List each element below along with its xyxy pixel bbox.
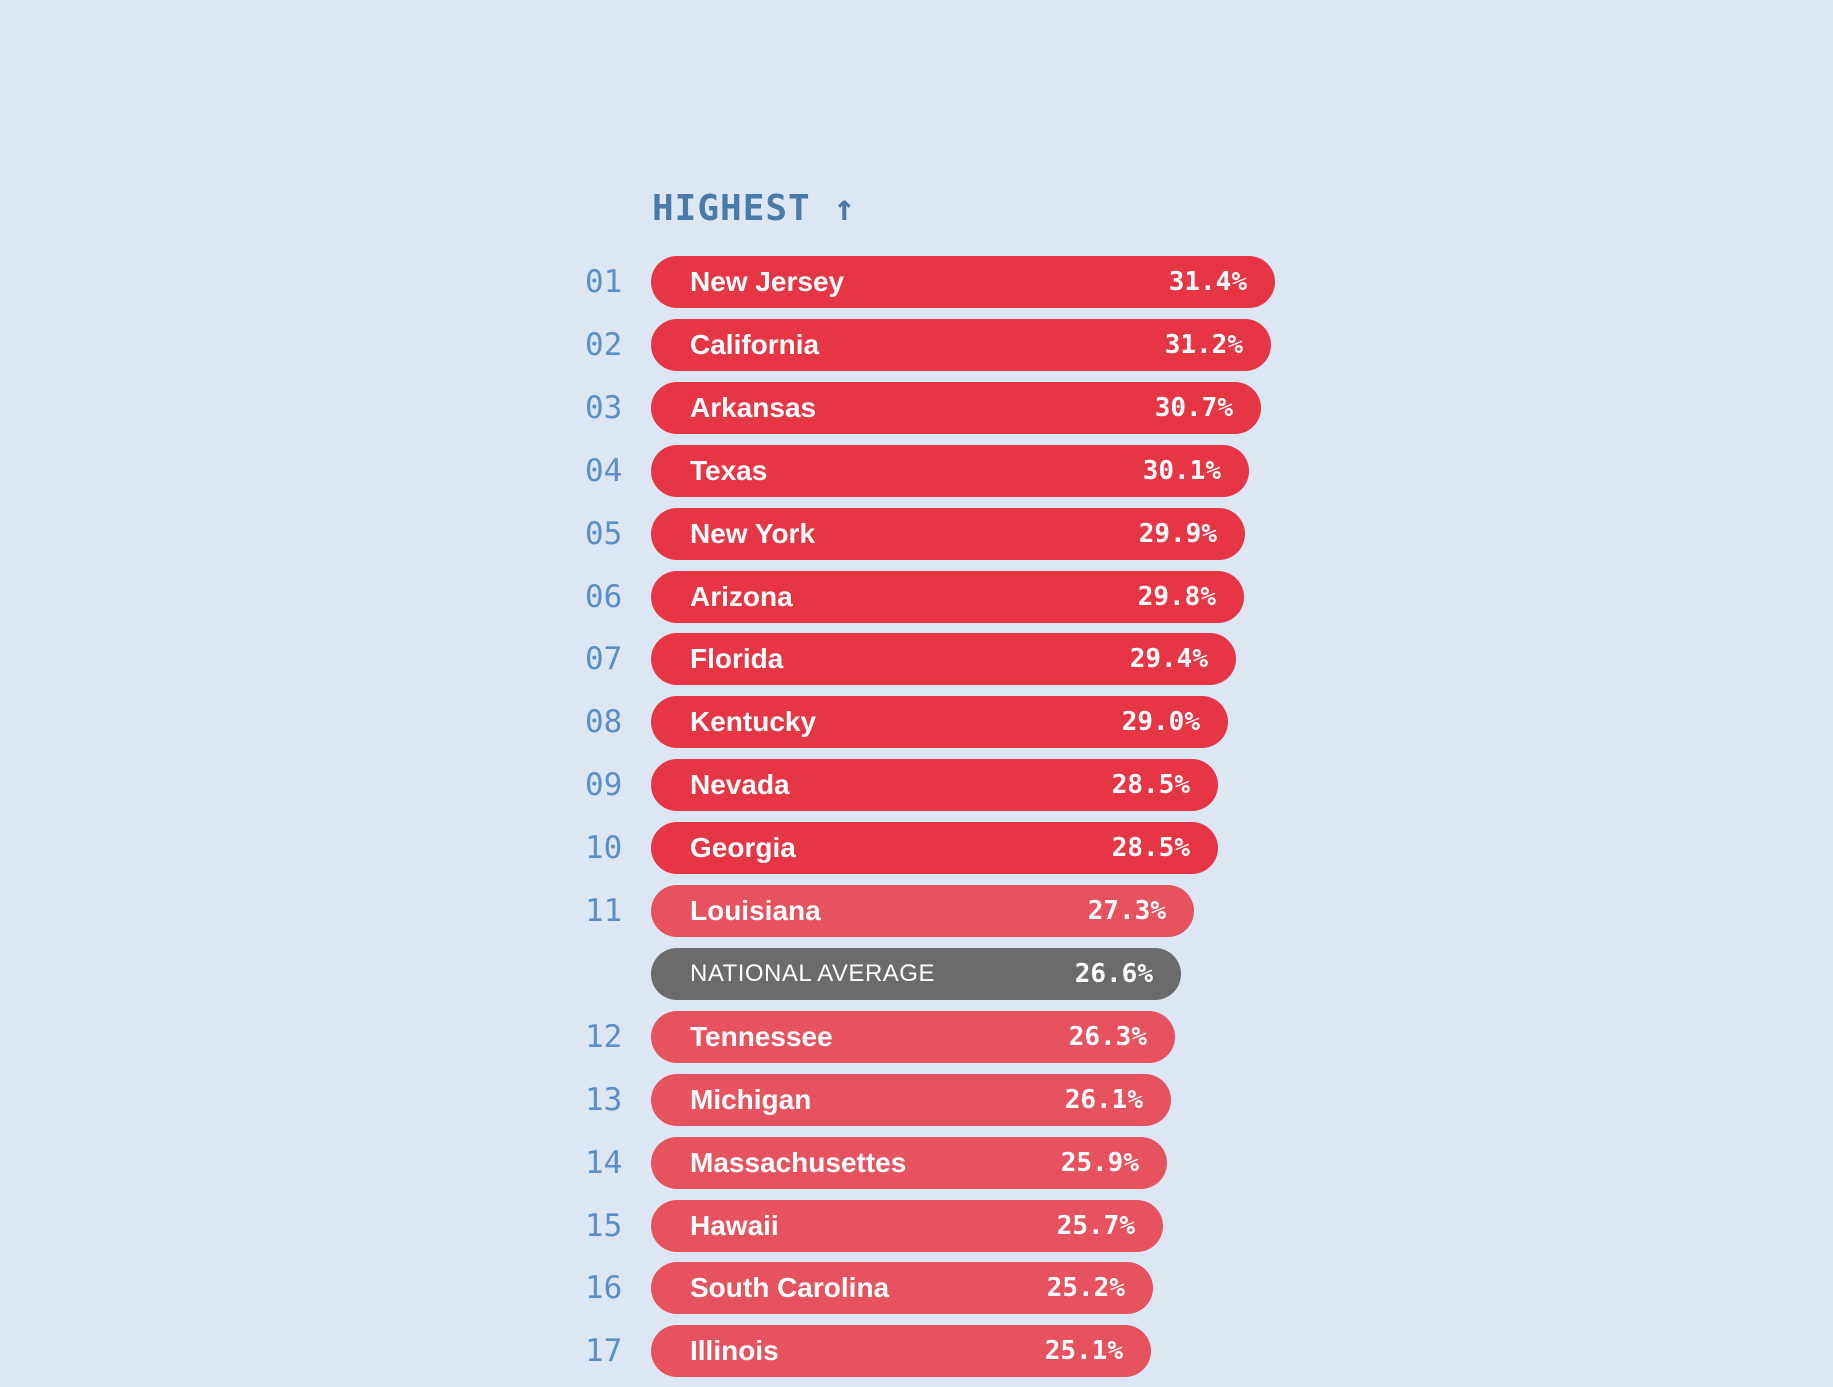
rank-label: 11 xyxy=(585,893,623,929)
bar-category-label: Nevada xyxy=(690,769,790,800)
bar-row: 05 New York 29.9% xyxy=(0,508,1833,560)
bar: Louisiana 27.3% xyxy=(651,885,1194,937)
bar-value-label: 28.5% xyxy=(1111,833,1190,863)
bar: California 31.2% xyxy=(651,319,1271,371)
bar-value-label: 30.1% xyxy=(1142,456,1221,486)
bar-row: 08 Kentucky 29.0% xyxy=(0,696,1833,748)
bar-category-label: Kentucky xyxy=(690,706,817,737)
average-bar: NATIONAL AVERAGE 26.6% xyxy=(651,948,1181,1000)
rank-label: 10 xyxy=(585,830,623,866)
bar-row: 14 Massachusettes 25.9% xyxy=(0,1137,1833,1189)
bar-category-label: Arizona xyxy=(690,581,793,612)
bar-value-label: 30.7% xyxy=(1154,393,1233,423)
bar-category-label: Arkansas xyxy=(690,392,817,423)
bar-value-label: 26.3% xyxy=(1068,1022,1147,1052)
bar-row: 15 Hawaii 25.7% xyxy=(0,1200,1833,1252)
rank-label: 15 xyxy=(585,1208,623,1244)
bar-value-label: 25.2% xyxy=(1046,1273,1125,1303)
bar-category-label: California xyxy=(690,329,820,360)
bar-row: 07 Florida 29.4% xyxy=(0,633,1833,685)
bar: Tennessee 26.3% xyxy=(651,1011,1175,1063)
rank-label: 01 xyxy=(585,264,623,300)
bar-value-label: 25.1% xyxy=(1044,1336,1123,1366)
bar: New York 29.9% xyxy=(651,508,1245,560)
rank-label: 04 xyxy=(585,453,623,489)
bar-value-label: 29.0% xyxy=(1121,707,1200,737)
rank-label: 06 xyxy=(585,579,623,615)
bar: Arizona 29.8% xyxy=(651,571,1244,623)
bar-category-label: Hawaii xyxy=(690,1210,779,1241)
bar-row: 04 Texas 30.1% xyxy=(0,445,1833,497)
rank-label: 05 xyxy=(585,516,623,552)
bar: Texas 30.1% xyxy=(651,445,1249,497)
bar-row: 03 Arkansas 30.7% xyxy=(0,382,1833,434)
rank-label: 07 xyxy=(585,641,623,677)
bar-category-label: Michigan xyxy=(690,1084,812,1115)
bar: Arkansas 30.7% xyxy=(651,382,1261,434)
bar-category-label: South Carolina xyxy=(690,1272,890,1303)
bar-value-label: 27.3% xyxy=(1087,896,1166,926)
bar-value-label: 31.2% xyxy=(1164,330,1243,360)
bar-row: 16 South Carolina 25.2% xyxy=(0,1262,1833,1314)
rank-label: 12 xyxy=(585,1019,623,1055)
bar: Illinois 25.1% xyxy=(651,1325,1151,1377)
bar-category-label: Florida xyxy=(690,643,784,674)
bar-row: 12 Tennessee 26.3% xyxy=(0,1011,1833,1063)
rank-label: 08 xyxy=(585,704,623,740)
bar-value-label: 26.1% xyxy=(1064,1085,1143,1115)
bar: New Jersey 31.4% xyxy=(651,256,1275,308)
bar-row: 02 California 31.2% xyxy=(0,319,1833,371)
rank-label: 14 xyxy=(585,1145,623,1181)
bar-row: 06 Arizona 29.8% xyxy=(0,571,1833,623)
chart-heading: HIGHEST ↑ xyxy=(652,188,856,229)
bar-category-label: New York xyxy=(690,518,816,549)
bar-category-label: Illinois xyxy=(690,1335,779,1366)
bar-category-label: Texas xyxy=(690,455,768,486)
bar-category-label: NATIONAL AVERAGE xyxy=(690,960,935,987)
bar-category-label: Louisiana xyxy=(690,895,821,926)
bar: Massachusettes 25.9% xyxy=(651,1137,1167,1189)
bar-row: 13 Michigan 26.1% xyxy=(0,1074,1833,1126)
bar-category-label: Tennessee xyxy=(690,1021,833,1052)
rank-label: 09 xyxy=(585,767,623,803)
bar: Michigan 26.1% xyxy=(651,1074,1171,1126)
rank-label: 16 xyxy=(585,1270,623,1306)
bar: Georgia 28.5% xyxy=(651,822,1218,874)
bar-row: 01 New Jersey 31.4% xyxy=(0,256,1833,308)
national-average-row: NATIONAL AVERAGE 26.6% xyxy=(0,948,1833,1000)
bar-value-label: 29.9% xyxy=(1138,519,1217,549)
bar-value-label: 29.4% xyxy=(1129,644,1208,674)
bar: Nevada 28.5% xyxy=(651,759,1218,811)
bar-row: 10 Georgia 28.5% xyxy=(0,822,1833,874)
bar-value-label: 25.9% xyxy=(1060,1148,1139,1178)
bar-row: 11 Louisiana 27.3% xyxy=(0,885,1833,937)
bar: Hawaii 25.7% xyxy=(651,1200,1163,1252)
bar-category-label: Massachusettes xyxy=(690,1147,907,1178)
rank-label: 17 xyxy=(585,1333,623,1369)
bar: Kentucky 29.0% xyxy=(651,696,1228,748)
bar-value-label: 25.7% xyxy=(1056,1211,1135,1241)
bar-value-label: 31.4% xyxy=(1168,267,1247,297)
bar: Florida 29.4% xyxy=(651,633,1236,685)
bar: South Carolina 25.2% xyxy=(651,1262,1153,1314)
chart-title: HIGHEST ↑ xyxy=(652,188,857,229)
bar-value-label: 28.5% xyxy=(1111,770,1190,800)
bar-row: 17 Illinois 25.1% xyxy=(0,1325,1833,1377)
bar-value-label: 26.6% xyxy=(1074,959,1153,989)
bar-value-label: 29.8% xyxy=(1137,582,1216,612)
rank-label: 13 xyxy=(585,1082,623,1118)
bar-category-label: Georgia xyxy=(690,832,796,863)
bar-row: 09 Nevada 28.5% xyxy=(0,759,1833,811)
rank-label: 02 xyxy=(585,327,623,363)
bar-category-label: New Jersey xyxy=(690,266,845,297)
rank-label: 03 xyxy=(585,390,623,426)
